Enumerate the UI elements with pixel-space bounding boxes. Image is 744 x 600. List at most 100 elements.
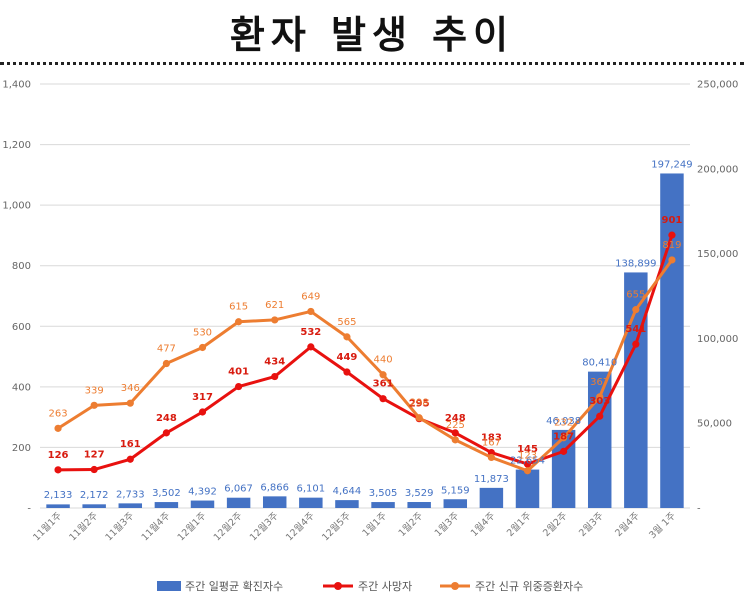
category-label: 2월1주	[504, 509, 534, 539]
line-point	[54, 424, 62, 432]
line-point	[668, 256, 676, 264]
bar	[154, 502, 179, 508]
line-value-label: 248	[156, 413, 177, 424]
category-label: 11월2주	[67, 509, 101, 543]
category-label: 12월3주	[247, 509, 281, 543]
line-point	[596, 393, 604, 401]
line-point	[560, 447, 568, 455]
line-point	[126, 399, 134, 407]
line-point	[126, 455, 134, 463]
line-value-label: 541	[625, 324, 646, 335]
legend-marker	[451, 582, 459, 590]
line-value-label: 901	[662, 215, 683, 226]
bar-value-label: 3,505	[369, 488, 398, 499]
left-axis-tick: 400	[12, 382, 31, 393]
bar	[624, 272, 648, 508]
bar-value-label: 11,873	[474, 474, 509, 485]
bar	[443, 499, 468, 508]
bar-value-label: 197,249	[651, 159, 692, 170]
line-value-label: 263	[49, 408, 68, 419]
line-value-label: 367	[590, 377, 609, 388]
line-point	[162, 359, 170, 368]
bar	[335, 500, 359, 508]
line-value-label: 303	[589, 396, 610, 407]
category-label: 12월1주	[175, 509, 209, 543]
left-axis-tick: 1,200	[2, 140, 31, 151]
right-axis-tick: -	[697, 504, 701, 515]
line-point	[54, 466, 62, 474]
line-point	[90, 465, 98, 474]
bar	[82, 504, 106, 508]
bar	[479, 487, 504, 508]
line-value-label: 401	[228, 367, 249, 378]
line-value-label: 621	[265, 300, 284, 311]
bar	[118, 503, 143, 508]
line-point	[271, 372, 279, 381]
line-value-label: 615	[229, 302, 248, 313]
line-point	[523, 467, 532, 475]
line-value-label: 295	[409, 399, 430, 410]
legend-label: 주간 신규 위중증환자수	[475, 580, 583, 593]
page-title: 환자 발생 추이	[229, 13, 515, 57]
right-axis-tick: 200,000	[697, 164, 738, 175]
right-axis-tick: 50,000	[697, 419, 732, 430]
line-value-label: 440	[374, 355, 393, 366]
category-label: 1월3주	[432, 509, 462, 539]
left-axis-tick: 1,000	[2, 201, 31, 212]
line-point	[379, 395, 387, 403]
line-point	[307, 343, 315, 351]
line-value-label: 183	[481, 433, 502, 444]
line-point	[523, 460, 532, 468]
line-value-label: 232	[554, 418, 573, 429]
left-axis-tick: 800	[12, 261, 31, 272]
line-point	[632, 340, 640, 348]
line-point	[560, 434, 568, 442]
left-axis-tick: 600	[12, 322, 31, 333]
line-value-label: 248	[445, 413, 466, 424]
category-label: 1월1주	[360, 509, 390, 539]
line-value-label: 565	[337, 317, 356, 328]
category-label: 2월4주	[613, 509, 643, 539]
line-point	[632, 306, 640, 314]
bar-value-label: 3,529	[405, 488, 434, 499]
bar-value-label: 3,502	[152, 488, 181, 499]
series-line	[58, 234, 674, 472]
bar-value-label: 80,410	[582, 358, 617, 369]
line-value-label: 339	[85, 385, 104, 396]
line-point	[307, 307, 315, 316]
category-label: 11월3주	[103, 509, 137, 543]
bar-value-label: 4,392	[188, 487, 217, 498]
line-value-label: 346	[121, 383, 140, 394]
line-value-label: 655	[626, 290, 645, 301]
line-value-label: 449	[337, 352, 358, 363]
line-point	[90, 401, 98, 409]
line-value-label: 145	[517, 444, 538, 455]
bar-value-label: 6,866	[260, 482, 289, 493]
line-value-label: 298	[410, 398, 429, 409]
bar-value-label: 6,067	[224, 484, 253, 495]
line-point	[487, 453, 495, 462]
right-axis-tick: 100,000	[697, 334, 738, 345]
line-value-label: 167	[482, 437, 501, 448]
line-point	[235, 318, 243, 326]
bar	[226, 497, 251, 508]
bar	[46, 504, 70, 508]
legend-label: 주간 일평균 확진자수	[185, 579, 283, 593]
line-value-label: 127	[84, 450, 105, 461]
category-label: 2월3주	[576, 509, 606, 539]
bar-value-label: 2,133	[44, 490, 73, 501]
category-label: 12월2주	[211, 509, 245, 543]
left-axis-tick: 1,400	[2, 80, 31, 91]
line-value-label: 434	[264, 357, 285, 368]
bar	[587, 371, 612, 508]
bar-value-label: 138,899	[615, 258, 656, 269]
line-value-label: 317	[192, 392, 213, 403]
bar-value-label: 6,101	[297, 484, 326, 495]
line-point	[271, 316, 279, 324]
right-axis-tick: 150,000	[697, 249, 738, 260]
line-value-label: 819	[662, 240, 681, 251]
bar	[262, 496, 287, 508]
category-label: 1월4주	[468, 509, 498, 539]
bar-value-label: 2,733	[116, 489, 145, 500]
